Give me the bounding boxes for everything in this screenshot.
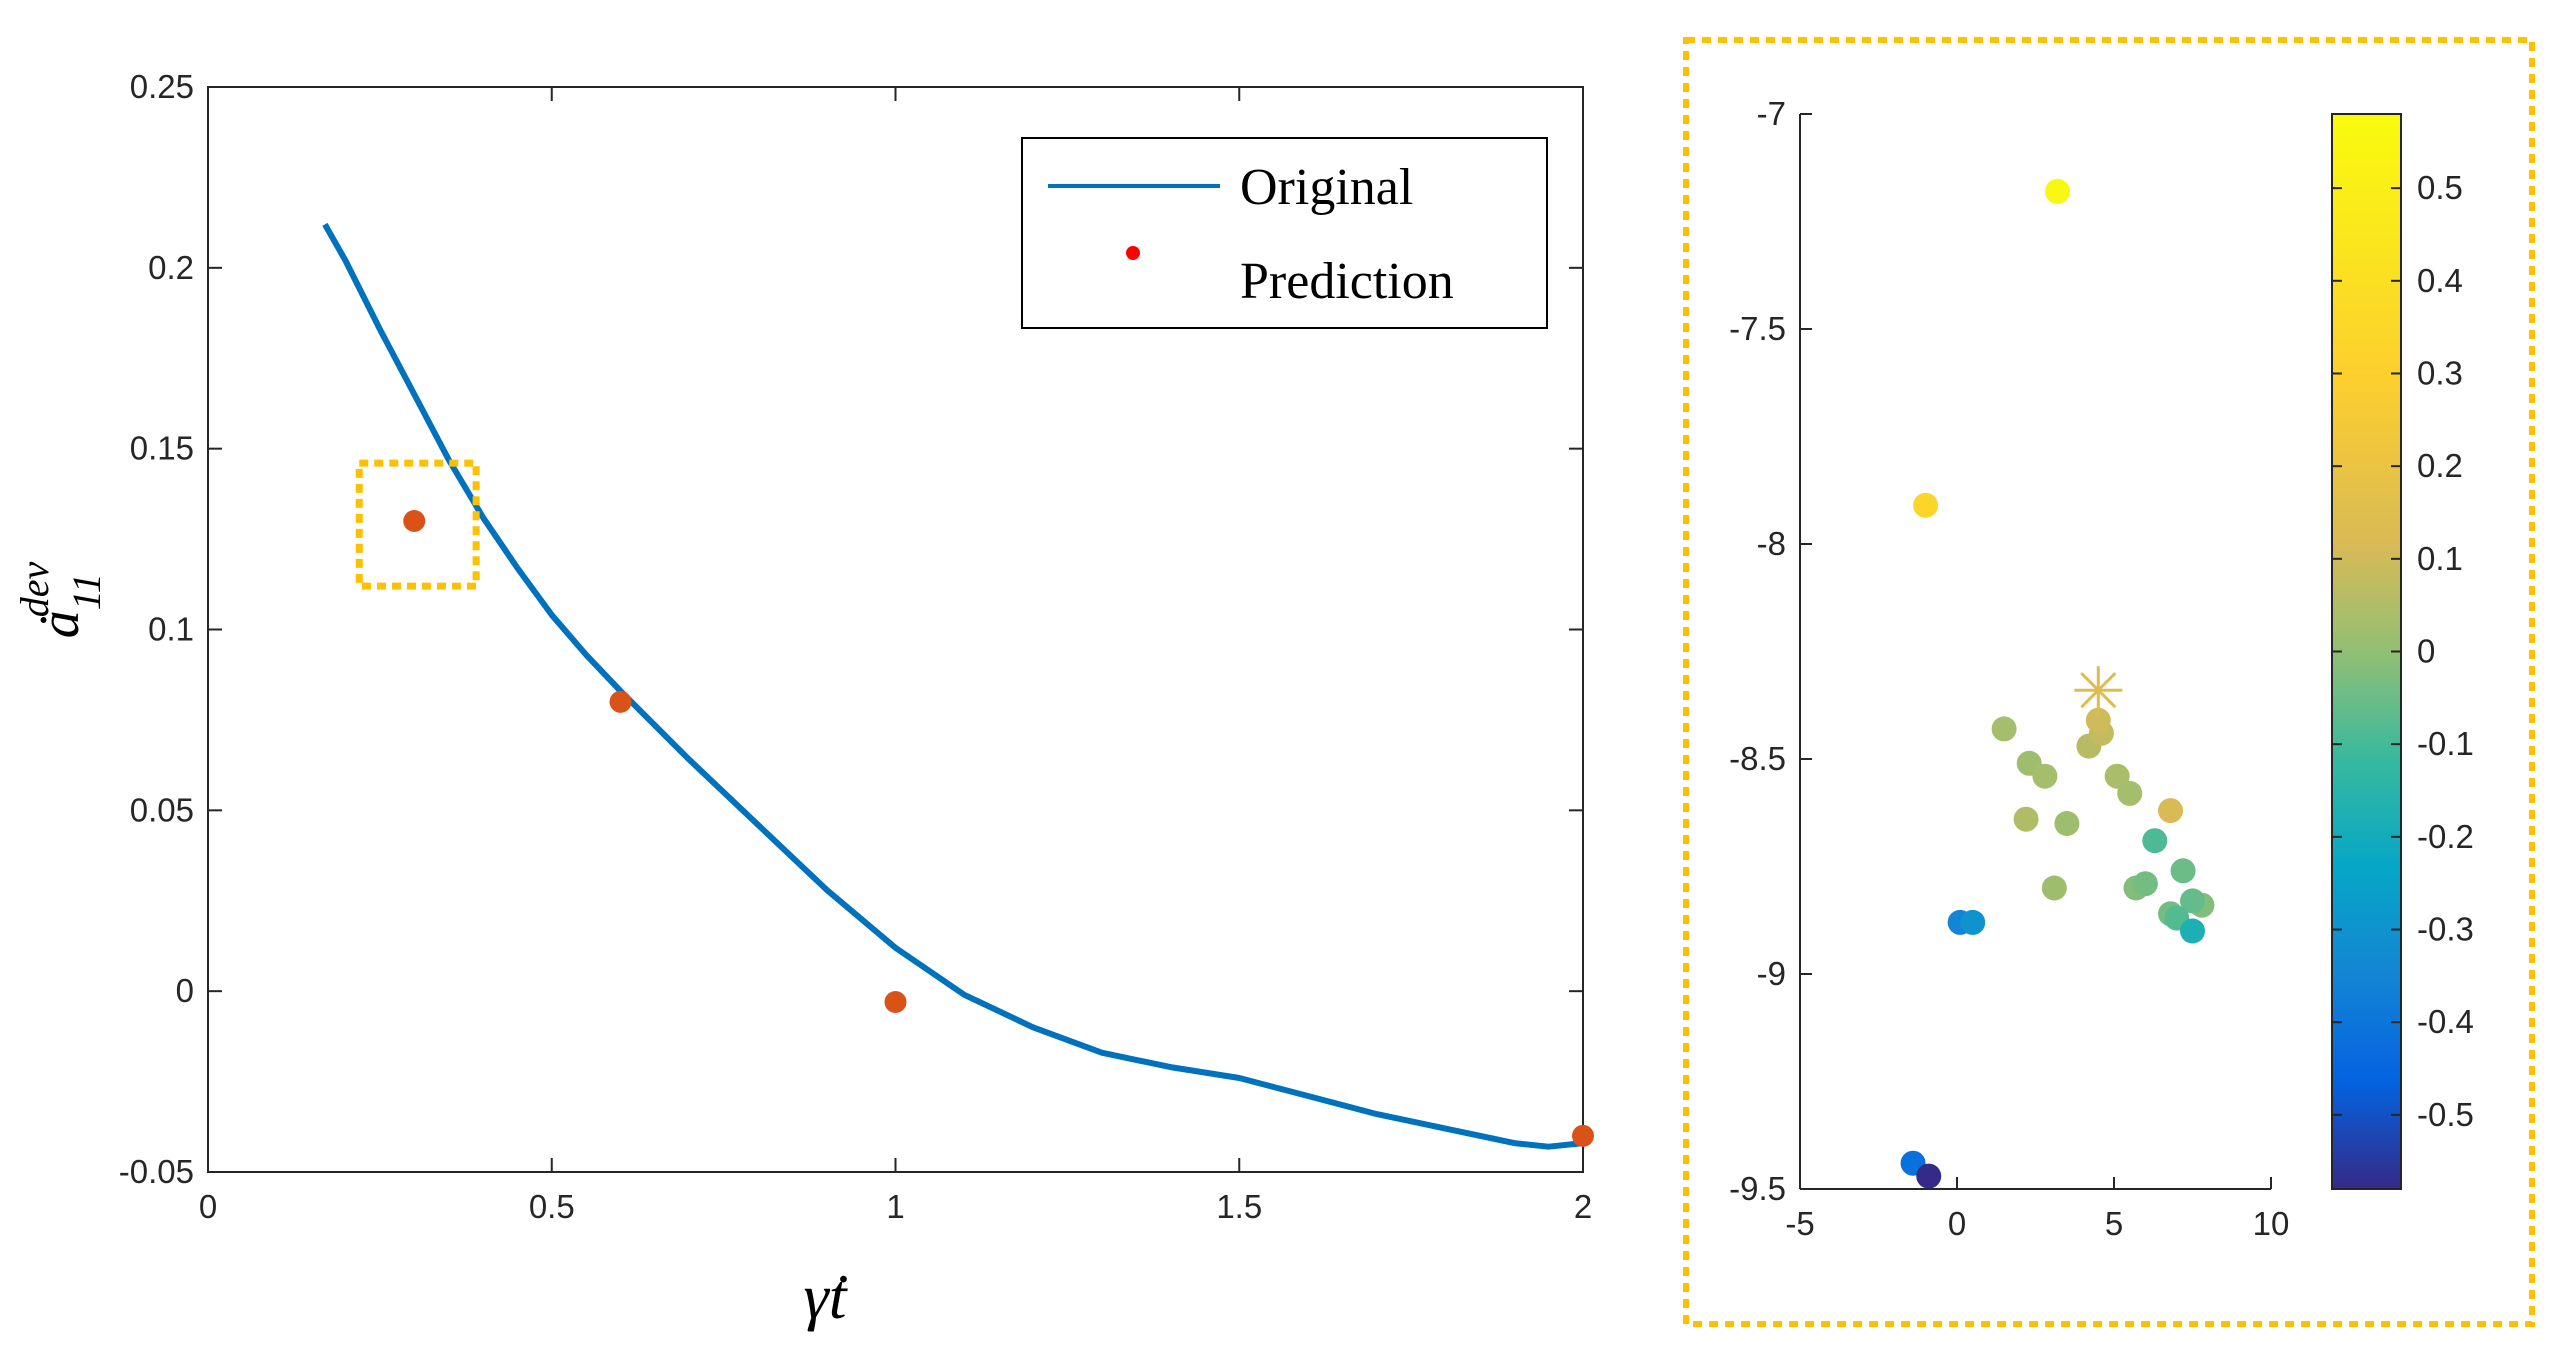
y-tick-label: 0.25 [130,68,194,105]
scatter-point [1913,492,1939,518]
right-x-tick-label: 5 [2105,1205,2123,1242]
scatter-point [2085,707,2111,733]
colorbar: 0.5 0.4 0.3 0.2 0.1 0 -0.1 -0.2 -0.3 -0.4 -0.5 [2331,113,2474,1190]
x-tick-label: 0.5 [529,1188,575,1225]
y-label-base: ȧ [29,610,91,638]
y-tick-label: -0.05 [119,1153,194,1190]
right-y-tick-label: -7.5 [1729,310,1786,347]
scatter-point [2013,806,2039,832]
colorbar-tick-label: 0 [2417,633,2435,670]
right-scatter-points [1900,178,2215,1189]
right-panel: -5 0 5 10 -7 -7.5 -8 -8.5 -9 -9.5 0.5 0.4 0.3 0.2 0.1… [1683,37,2535,1327]
scatter-point [2180,888,2205,914]
scatter-point [2104,763,2130,789]
right-x-tick-label: 10 [2253,1205,2290,1242]
svg-text:ȧ11dev: ȧ11dev [12,561,109,638]
scatter-point [2044,178,2070,204]
y-label-subscript: 11 [64,573,109,610]
legend-box [1021,137,1548,329]
legend-label-prediction: Prediction [1240,253,1454,310]
scatter-point [2142,828,2168,854]
scatter-point [1916,1163,1942,1189]
colorbar-ticks: 0.5 0.4 0.3 0.2 0.1 0 -0.1 -0.2 -0.3 -0.4 -0.5 [2332,169,2474,1133]
y-tick-label: 0.05 [130,791,194,828]
prediction-point [884,991,907,1014]
star-stroke [2080,672,2117,709]
right-x-tick-label: -5 [1785,1205,1814,1242]
scatter-point [2117,780,2143,806]
right-y-tick-label: -8.5 [1729,740,1786,777]
right-x-tick-label: 0 [1948,1205,1966,1242]
original-line [322,222,1584,1150]
scatter-point [2032,763,2058,789]
colorbar-tick-label: -0.3 [2417,911,2474,948]
colorbar-tick-label: 0.1 [2417,540,2463,577]
prediction-point [1572,1124,1594,1147]
y-tick-label: 0 [176,972,194,1009]
y-tick-label: 0.1 [148,611,194,648]
right-y-tick-label: -9.5 [1729,1170,1786,1207]
x-tick-label: 1 [886,1188,904,1225]
legend-label-original: Original [1240,159,1413,216]
scatter-point [1960,909,1986,935]
colorbar-tick-label: -0.4 [2417,1003,2474,1040]
legend-marker-prediction [1126,246,1140,260]
left-series [322,222,1594,1150]
x-tick-label: 0 [199,1188,217,1225]
colorbar-tick-label: -0.2 [2417,818,2474,855]
scatter-point [2158,798,2184,824]
colorbar-tick-label: 0.2 [2417,447,2463,484]
scatter-point [2132,871,2158,897]
right-y-tick-label: -9 [1757,955,1786,992]
right-axis-ticks: -5 0 5 10 -7 -7.5 -8 -8.5 -9 -9.5 [1729,95,2289,1242]
colorbar-tick-label: -0.5 [2417,1096,2474,1133]
y-label-superscript: dev [12,561,57,617]
left-x-label: γ̇t [804,1261,849,1332]
x-tick-label: 1.5 [1216,1188,1262,1225]
colorbar-tick-label: 0.4 [2417,262,2463,299]
prediction-point [403,510,426,532]
scatter-point [2054,811,2080,836]
scatter-point [2041,875,2067,901]
colorbar-tick-label: -0.1 [2417,725,2474,762]
prediction-point [609,690,632,713]
colorbar-gradient [2331,113,2402,1190]
star-marker [2074,666,2123,715]
x-tick-label: 2 [1574,1188,1592,1225]
right-y-tick-label: -7 [1757,95,1786,132]
left-y-label: ȧ11dev [12,561,109,638]
right-y-tick-label: -8 [1757,525,1786,562]
scatter-point [1991,716,2017,742]
y-tick-label: 0.2 [148,249,194,286]
colorbar-tick-label: 0.5 [2417,169,2463,206]
right-panel-frame [1683,37,2535,1327]
legend: Original Prediction [1021,137,1548,329]
colorbar-tick-label: 0.3 [2417,354,2463,391]
y-tick-label: 0.15 [130,430,194,467]
scatter-point [2170,858,2196,884]
scatter-point [2180,918,2205,944]
